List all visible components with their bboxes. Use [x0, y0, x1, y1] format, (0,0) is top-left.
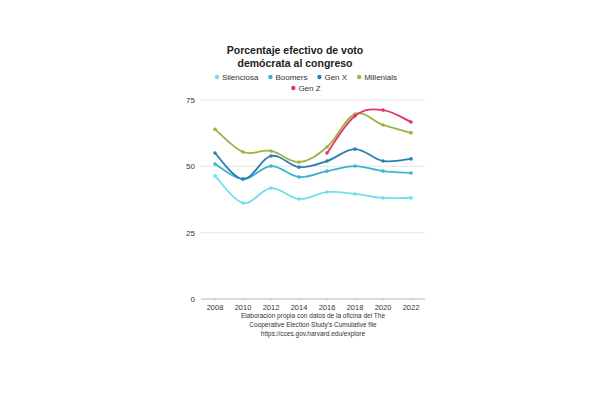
series-point — [381, 169, 385, 173]
series-point — [409, 171, 413, 175]
legend-label: Gen Z — [298, 84, 320, 93]
series-point — [269, 154, 273, 158]
y-tick-label: 25 — [186, 229, 195, 238]
legend-swatch — [291, 86, 295, 90]
x-tick — [215, 299, 216, 301]
series-point — [325, 151, 329, 155]
series-point — [241, 150, 245, 154]
series-point — [241, 177, 245, 181]
plot-area — [213, 108, 413, 204]
series-point — [353, 147, 357, 151]
series-point — [353, 114, 357, 118]
x-tick-label: 2020 — [375, 303, 392, 312]
series-point — [325, 190, 329, 194]
legend-item: Gen X — [317, 73, 348, 82]
legend-swatch — [357, 75, 361, 79]
chart-title: Porcentaje efectivo de voto demócrata al… — [205, 44, 385, 70]
source-note: Cooperative Election Study's Cumulative … — [249, 321, 377, 329]
x-tick-label: 2022 — [403, 303, 420, 312]
y-tick-label: 50 — [186, 162, 195, 171]
series-point — [297, 197, 301, 201]
legend-swatch — [317, 75, 321, 79]
series-point — [241, 177, 245, 181]
series-point — [381, 108, 385, 112]
grid-line — [201, 299, 425, 300]
series-point — [381, 123, 385, 127]
series-line — [215, 113, 411, 162]
legend-label: Silenciosa — [222, 73, 259, 82]
series-point — [213, 174, 217, 178]
series-point — [409, 196, 413, 200]
series-point — [269, 186, 273, 190]
legend-item: Boomers — [268, 73, 307, 82]
series-point — [409, 131, 413, 135]
x-tick — [355, 299, 356, 301]
x-tick — [271, 299, 272, 301]
x-tick-label: 2010 — [235, 303, 252, 312]
legend-item: Millenials — [357, 73, 397, 82]
series-point — [381, 196, 385, 200]
legend-swatch — [215, 75, 219, 79]
series-point — [409, 120, 413, 124]
series-point — [409, 157, 413, 161]
series-line — [215, 176, 411, 203]
x-tick-label: 2008 — [207, 303, 224, 312]
series-point — [353, 164, 357, 168]
series-point — [297, 160, 301, 164]
series-point — [213, 127, 217, 131]
y-tick-label: 75 — [186, 96, 195, 105]
series-point — [353, 192, 357, 196]
chart: 0 25 50 75 2008 2010 2012 2014 2016 2018 2020 2022 S… — [0, 0, 600, 400]
x-axis-line — [201, 299, 425, 300]
x-tick — [411, 299, 412, 301]
grid-line — [201, 232, 425, 233]
series-point — [213, 162, 217, 166]
series-point — [297, 165, 301, 169]
legend-label: Millenials — [364, 73, 397, 82]
legend-label: Gen X — [324, 73, 347, 82]
series-point — [213, 151, 217, 155]
grid-line — [201, 100, 425, 101]
legend-item: Silenciosa — [215, 73, 259, 82]
x-tick-label: 2014 — [291, 303, 308, 312]
series-point — [269, 164, 273, 168]
series-point — [297, 175, 301, 179]
x-tick — [327, 299, 328, 301]
source-note: https://cces.gov.harvard.edu/explore — [261, 330, 366, 338]
series-point — [269, 149, 273, 153]
series-point — [325, 145, 329, 149]
series-point — [241, 201, 245, 205]
y-tick-label: 0 — [191, 295, 196, 304]
series-point — [325, 159, 329, 163]
series-point — [325, 169, 329, 173]
x-tick — [299, 299, 300, 301]
series-line — [327, 109, 411, 153]
legend-swatch — [268, 75, 272, 79]
source-note: Elaboración propia con datos de la ofici… — [241, 312, 385, 320]
x-tick — [243, 299, 244, 301]
x-tick-label: 2012 — [263, 303, 280, 312]
legend-item: Gen Z — [291, 84, 321, 93]
x-tick — [383, 299, 384, 301]
x-tick-label: 2018 — [347, 303, 364, 312]
series-point — [381, 159, 385, 163]
legend-label: Boomers — [275, 73, 307, 82]
legend: Silenciosa Boomers Gen X Millenials Gen Z — [215, 73, 397, 93]
series-line — [215, 149, 411, 179]
x-tick-label: 2016 — [319, 303, 336, 312]
